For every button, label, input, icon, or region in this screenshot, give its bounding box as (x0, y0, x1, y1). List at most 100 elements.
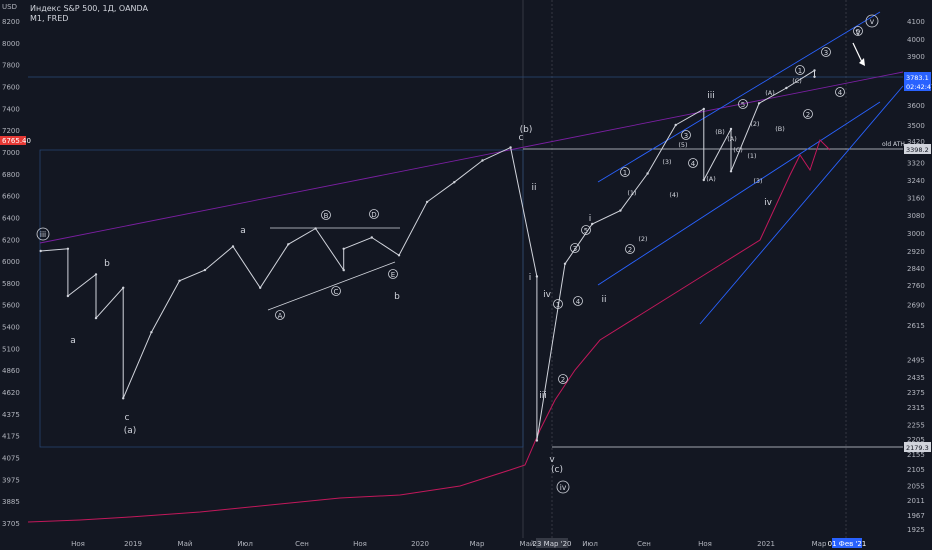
wave-circle-label: 1 (556, 301, 560, 309)
right-axis-label-bg (904, 442, 931, 452)
m1-line (27, 139, 831, 523)
wave-circle-label: 1 (623, 169, 627, 177)
price-point (591, 222, 594, 226)
price-point (259, 286, 262, 289)
wave-label: (c) (551, 465, 563, 475)
wave-circle-label: 2 (806, 111, 810, 119)
wave-circle-label: 3 (824, 49, 828, 57)
price-point (757, 102, 761, 105)
right-axis-tick: 4000 (907, 36, 925, 44)
wave-paren-label: (A) (706, 175, 716, 183)
price-point (150, 331, 153, 334)
right-axis-tick: 2920 (907, 248, 925, 256)
wave-paren-label: (A) (765, 89, 775, 97)
trend-line (39, 71, 904, 244)
x-axis-tick: Мар (470, 540, 485, 548)
price-point (535, 439, 539, 442)
wave-circle-label: 2 (561, 376, 565, 384)
wave-circle (620, 167, 630, 177)
wave-roman-circle (36, 227, 50, 241)
right-axis-label: 02:42:47 (906, 83, 932, 91)
x-highlight-label: 23 Мар '20 (533, 540, 572, 548)
wave-roman-label: iv (560, 483, 567, 492)
wave-paren-label: (1) (747, 152, 756, 160)
left-axis-tick: 6800 (2, 171, 20, 179)
x-axis-tick: 2021 (757, 540, 775, 548)
left-axis-tick: 4620 (2, 389, 20, 397)
left-axis-tick: 4375 (2, 411, 20, 419)
wave-roman-label: iii (40, 230, 46, 239)
left-axis-tick: 7400 (2, 105, 20, 113)
left-axis-tick: 6200 (2, 236, 20, 244)
wave-label: iii (707, 91, 715, 101)
wave-circle (573, 296, 583, 306)
chart-title: Индекс S&P 500, 1Д, OANDA (30, 4, 149, 13)
left-axis-tick: 5600 (2, 302, 20, 310)
right-axis-tick: 2435 (907, 374, 925, 382)
channel-lower2 (699, 85, 904, 325)
x-axis-tick: Май (520, 540, 535, 548)
wave-paren-label: (5) (678, 141, 687, 149)
right-axis-tick: 3240 (907, 177, 925, 185)
price-point (39, 249, 42, 253)
x-axis-tick: Мар (812, 540, 827, 548)
x-axis-tick: Сен (637, 540, 651, 548)
wave-circle-label: B (324, 212, 329, 220)
wave-circle-label: 5 (584, 227, 588, 235)
price-point (729, 127, 733, 131)
price-point (94, 316, 98, 320)
left-axis-tick: 5400 (2, 324, 20, 332)
wave-label: iv (543, 290, 552, 300)
wave-circle-label: C (334, 288, 339, 296)
price-point (425, 200, 429, 204)
right-axis-tick: 2011 (907, 497, 925, 505)
wave-label: iii (539, 391, 547, 401)
price-point (314, 227, 317, 230)
right-axis-tick: 3600 (907, 102, 925, 110)
price-point (370, 236, 373, 239)
wave-circle (388, 269, 398, 279)
x-highlight-bg (832, 538, 862, 548)
left-axis-tick: 7000 (2, 149, 20, 157)
wave-circle-label: A (278, 312, 283, 320)
wave-circle-label: 4 (576, 298, 581, 306)
left-axis-tick: 4860 (2, 367, 20, 375)
price-point (535, 275, 539, 278)
right-axis-label-bg (904, 144, 931, 154)
right-axis-tick: 2255 (907, 421, 925, 429)
price-point (702, 107, 705, 111)
right-axis-label: 3398.2 (906, 146, 929, 154)
wave-label: v (549, 455, 555, 465)
price-point (509, 146, 512, 149)
wave-circle (853, 26, 863, 36)
right-axis-tick: 2690 (907, 301, 925, 309)
right-axis-tick: 2155 (907, 451, 925, 459)
left-axis-tick: 5100 (2, 345, 20, 353)
right-axis-tick: 2105 (907, 466, 925, 474)
channel-upper (597, 11, 881, 183)
wave-label: v (855, 28, 861, 38)
price-point (397, 254, 401, 257)
left-axis-tick: 6600 (2, 193, 20, 201)
right-axis-label: 3783.1 (906, 74, 929, 82)
wave-circle (821, 47, 831, 57)
wave-paren-label: (B) (715, 128, 725, 136)
x-axis-tick: Июл (237, 540, 253, 548)
price-point (178, 279, 181, 282)
price-point (94, 273, 98, 276)
wave-circle-label: 2 (628, 246, 632, 254)
wave-circle (625, 244, 635, 254)
price-point (453, 181, 456, 184)
right-axis-tick: 3500 (907, 122, 925, 130)
right-axis-tick: 3000 (907, 230, 925, 238)
wave-circle (553, 299, 563, 309)
wave-paren-label: (B) (775, 125, 785, 133)
wave-circle-label: 1 (798, 67, 802, 75)
wave-label: (a) (124, 426, 137, 436)
wave-label: ii (601, 295, 606, 305)
price-point (646, 172, 649, 175)
right-axis-tick: 2495 (907, 357, 925, 365)
left-axis-tick: 4075 (2, 455, 20, 463)
